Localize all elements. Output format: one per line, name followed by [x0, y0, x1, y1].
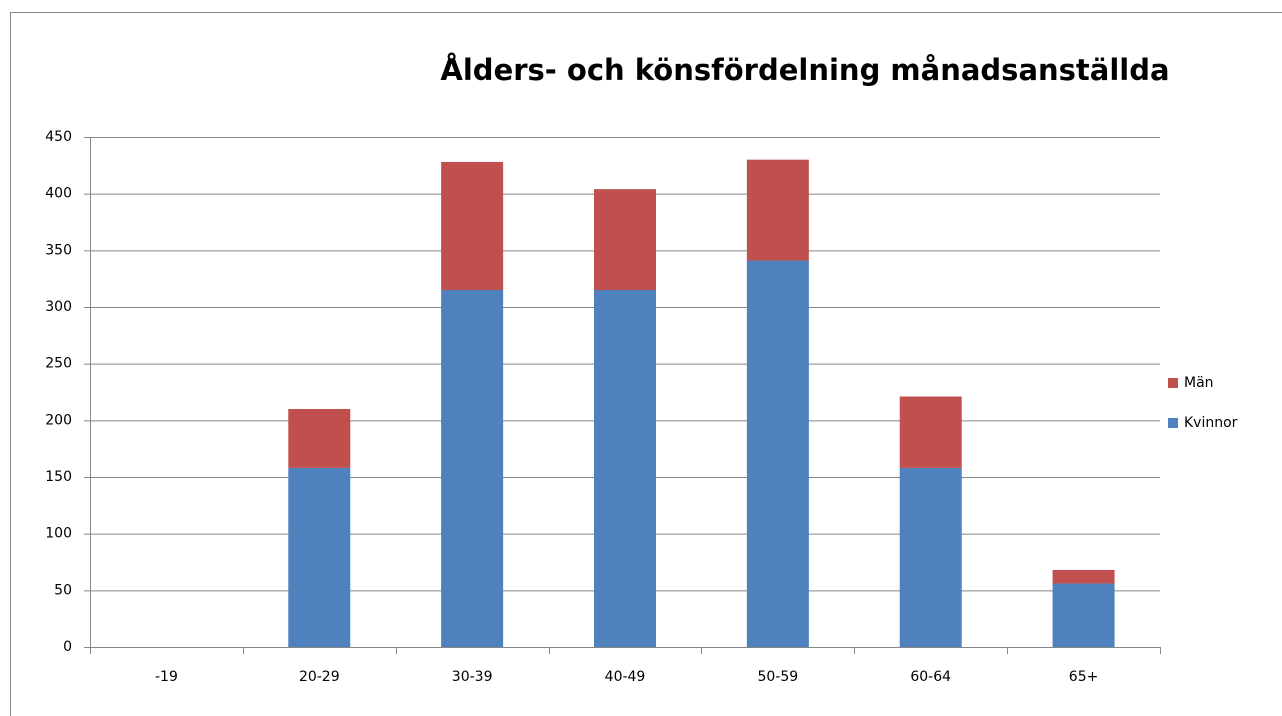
bar-segment — [288, 409, 351, 468]
y-tick-label: 200 — [45, 412, 72, 428]
bar-segment — [899, 467, 962, 647]
y-tick-label: 350 — [45, 242, 72, 258]
bar-segment — [441, 290, 504, 647]
legend-swatch — [1168, 418, 1178, 428]
y-tick-label: 400 — [45, 186, 72, 202]
x-tick-label: -19 — [155, 669, 178, 685]
legend-label: Kvinnor — [1184, 415, 1238, 431]
bar-segment — [594, 290, 656, 647]
x-tick-label: 50-59 — [758, 669, 799, 685]
legend-swatch — [1168, 378, 1178, 388]
bar-segment — [1052, 583, 1115, 647]
x-tick-label: 20-29 — [299, 669, 340, 685]
x-tick-label: 30-39 — [452, 669, 493, 685]
y-tick-label: 250 — [45, 356, 72, 372]
bar-segment — [594, 189, 656, 290]
y-tick-label: 0 — [63, 639, 72, 655]
chart-title: Ålders- och könsfördelning månadsanställ… — [440, 53, 1169, 87]
y-tick-label: 450 — [45, 129, 72, 145]
y-tick-label: 150 — [45, 469, 72, 485]
y-tick-label: 300 — [45, 299, 72, 315]
bar-segment — [441, 161, 504, 290]
y-tick-label: 50 — [54, 582, 72, 598]
y-tick-label: 100 — [45, 526, 72, 542]
bar-segment — [288, 467, 351, 647]
x-tick-label: 60-64 — [910, 669, 951, 685]
bar-segment — [746, 260, 809, 647]
x-tick-label: 40-49 — [605, 669, 646, 685]
legend-label: Män — [1184, 375, 1214, 391]
bar-segment — [1052, 569, 1115, 584]
bar-segment — [899, 396, 962, 468]
bar-segment — [746, 159, 809, 261]
x-tick-label: 65+ — [1069, 669, 1099, 685]
